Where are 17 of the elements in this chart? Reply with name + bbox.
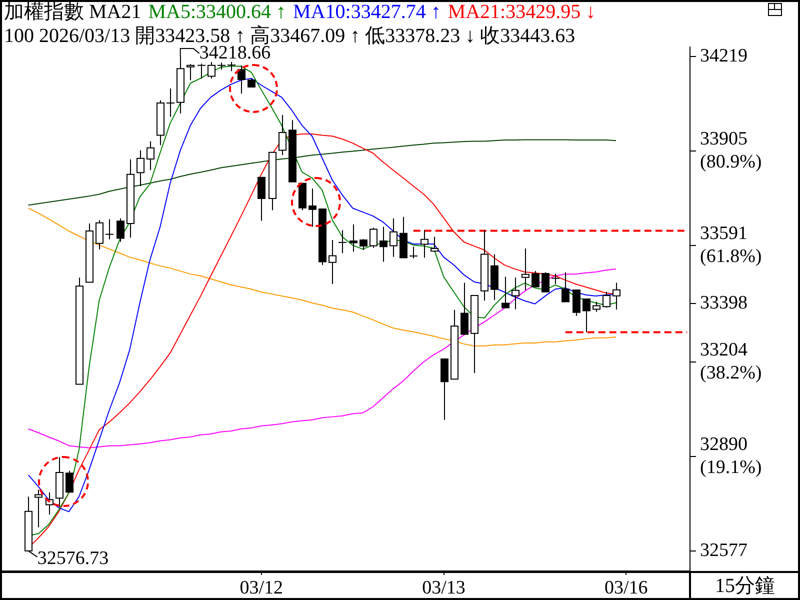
y-tick-label: 33204 (38.2%): [700, 340, 762, 384]
y-tick-label: 33591 (61.8%): [700, 223, 762, 267]
x-axis-title: 15分鐘: [714, 574, 776, 598]
x-tick-label: 03/12: [240, 577, 284, 598]
x-tick-label: 03/16: [604, 577, 648, 598]
y-tick-label: 32890 (19.1%): [700, 434, 762, 478]
y-tick-label: 33905 (80.9%): [700, 128, 762, 172]
annotation: 32576.73: [37, 548, 109, 569]
text: MA5:33400.64 ↑: [148, 1, 286, 23]
text: MA21:33429.95 ↓: [448, 1, 596, 23]
y-tick-label: 32577: [700, 540, 748, 561]
y-tick-label: 33398: [700, 292, 748, 314]
y-tick-label: 34219: [700, 45, 748, 66]
chart-subtitle: 100 2026/03/13 開33423.58 ↑ 高33467.09 ↑ 低33378.23 ↓ 收33443.63: [4, 25, 576, 47]
text: MA10:33427.74 ↑: [293, 1, 441, 23]
x-tick-label: 03/13: [422, 577, 466, 598]
chart-title: 加權指數 MA21: [4, 1, 142, 23]
